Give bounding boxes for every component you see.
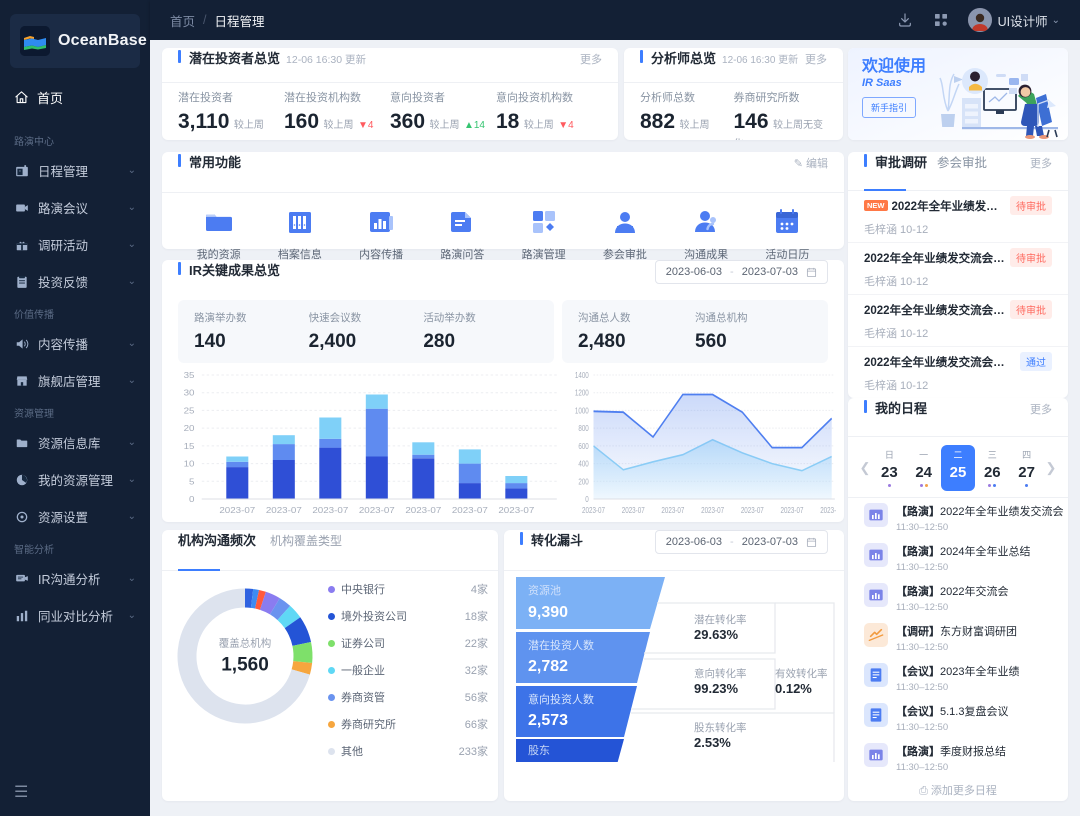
svg-text:2023-07: 2023-07 [621,506,644,515]
svg-text:9,390: 9,390 [528,604,568,621]
svg-text:29.63%: 29.63% [694,627,739,642]
svg-text:1200: 1200 [574,389,588,398]
svg-text:2023-07: 2023-07 [312,506,348,515]
svg-text:200: 200 [578,478,588,487]
svg-text:2023-07: 2023-07 [661,506,684,515]
svg-text:600: 600 [578,442,588,451]
svg-text:有效转化率: 有效转化率 [775,667,828,680]
svg-text:2023-07: 2023-07 [582,506,605,515]
svg-text:股东转化率: 股东转化率 [694,721,747,734]
svg-text:潜在投资人数: 潜在投资人数 [528,638,594,652]
svg-text:35: 35 [184,371,195,380]
svg-text:2023-07: 2023-07 [820,506,836,515]
svg-text:2023-07: 2023-07 [219,506,255,515]
svg-text:意向转化率: 意向转化率 [694,667,747,680]
svg-text:1000: 1000 [574,407,588,416]
svg-text:潜在转化率: 潜在转化率 [694,613,747,626]
svg-text:2,782: 2,782 [528,658,568,675]
svg-text:2023-07: 2023-07 [701,506,724,515]
svg-text:99.23%: 99.23% [694,681,739,696]
svg-text:25: 25 [184,406,195,415]
svg-text:30: 30 [184,389,195,398]
svg-text:2023-07: 2023-07 [405,506,441,515]
svg-text:800: 800 [578,424,588,433]
svg-text:2023-07: 2023-07 [740,506,763,515]
svg-text:2023-07: 2023-07 [266,506,302,515]
svg-text:10: 10 [184,459,195,468]
svg-text:2023-07: 2023-07 [359,506,395,515]
svg-text:股东: 股东 [528,744,550,757]
svg-text:15: 15 [184,442,195,451]
svg-text:2023-07: 2023-07 [452,506,488,515]
svg-text:2.53%: 2.53% [694,735,731,750]
svg-text:2,573: 2,573 [528,712,568,729]
svg-text:0: 0 [189,495,194,504]
svg-text:0: 0 [585,495,588,504]
svg-text:20: 20 [184,424,195,433]
svg-text:意向投资人数: 意向投资人数 [528,692,594,706]
svg-text:资源池: 资源池 [528,583,561,597]
svg-text:400: 400 [578,460,588,469]
svg-text:2023-07: 2023-07 [780,506,803,515]
svg-text:2023-07: 2023-07 [498,506,534,515]
svg-text:1400: 1400 [574,371,588,380]
svg-text:5: 5 [189,477,194,486]
svg-text:0.12%: 0.12% [775,681,812,696]
